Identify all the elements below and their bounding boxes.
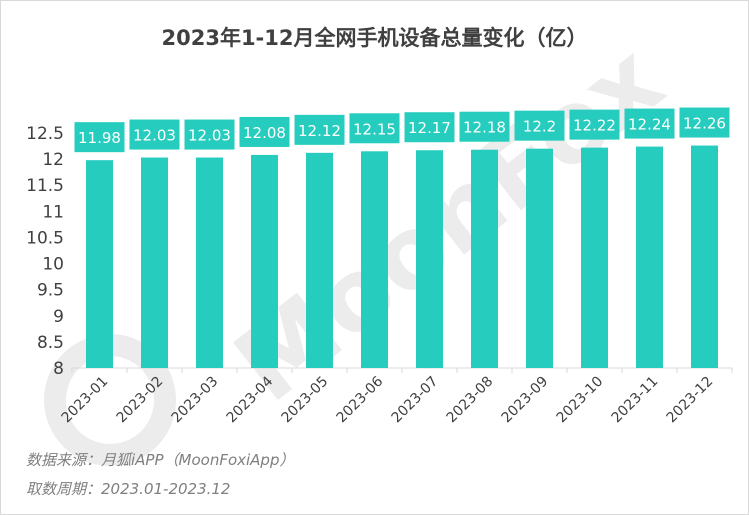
bar bbox=[196, 157, 223, 368]
y-tick-label: 9 bbox=[53, 307, 64, 327]
bar bbox=[581, 147, 608, 368]
data-label-box bbox=[679, 107, 730, 138]
data-label-box bbox=[404, 112, 455, 143]
y-tick-label: 10.5 bbox=[26, 228, 64, 248]
data-label: 12.12 bbox=[298, 122, 341, 140]
y-tick-label: 11.5 bbox=[26, 176, 64, 196]
data-label: 12.24 bbox=[628, 116, 671, 134]
watermark-text: MoonFox bbox=[214, 21, 684, 424]
y-tick-label: 12.5 bbox=[26, 124, 64, 144]
data-label-box bbox=[349, 113, 400, 144]
y-tick-label: 11 bbox=[42, 202, 64, 222]
data-label: 12.15 bbox=[353, 120, 396, 138]
bar bbox=[526, 148, 553, 368]
data-label-box bbox=[459, 111, 510, 142]
bar bbox=[361, 151, 388, 368]
chart-title: 2023年1-12月全网手机设备总量变化（亿） bbox=[161, 26, 588, 50]
data-label-box bbox=[569, 109, 620, 140]
bar bbox=[86, 160, 113, 368]
y-tick-label: 8 bbox=[53, 359, 64, 379]
data-label: 11.98 bbox=[78, 129, 121, 147]
y-tick-label: 12 bbox=[42, 150, 64, 170]
data-label: 12.03 bbox=[188, 127, 231, 145]
y-tick-label: 8.5 bbox=[37, 333, 64, 353]
bar bbox=[416, 150, 443, 368]
y-tick-label: 9.5 bbox=[37, 281, 64, 301]
x-tick-label: 2023-10 bbox=[554, 374, 607, 427]
data-label: 12.22 bbox=[573, 117, 616, 135]
data-label: 12.2 bbox=[523, 118, 556, 136]
bar bbox=[306, 152, 333, 368]
data-label: 12.18 bbox=[463, 119, 506, 137]
data-label: 12.08 bbox=[243, 124, 286, 142]
x-tick-label: 2023-06 bbox=[334, 373, 387, 426]
data-label-box bbox=[514, 110, 565, 141]
data-label-box bbox=[624, 108, 675, 139]
data-label-box bbox=[74, 122, 125, 153]
bar bbox=[691, 145, 718, 368]
data-label-box bbox=[239, 116, 290, 147]
data-source-note: 数据来源：月狐iAPP（MoonFoxiApp） bbox=[26, 451, 295, 469]
data-label: 12.26 bbox=[683, 115, 726, 133]
bar bbox=[141, 157, 168, 368]
data-label-box bbox=[184, 119, 235, 150]
data-period-note: 取数周期：2023.01-2023.12 bbox=[26, 480, 231, 498]
x-tick-label: 2023-12 bbox=[664, 374, 717, 427]
bar bbox=[471, 149, 498, 368]
x-tick-label: 2023-08 bbox=[444, 374, 497, 427]
data-label-box bbox=[129, 119, 180, 150]
data-label: 12.03 bbox=[133, 127, 176, 145]
y-tick-label: 10 bbox=[42, 255, 64, 275]
x-tick-label: 2023-09 bbox=[499, 374, 552, 427]
data-label: 12.17 bbox=[408, 119, 451, 137]
bar bbox=[636, 146, 663, 368]
bar bbox=[251, 154, 278, 368]
x-tick-label: 2023-07 bbox=[389, 374, 442, 427]
x-tick-label: 2023-11 bbox=[609, 374, 662, 427]
x-tick-label: 2023-03 bbox=[169, 374, 222, 427]
data-label-box bbox=[294, 114, 345, 145]
